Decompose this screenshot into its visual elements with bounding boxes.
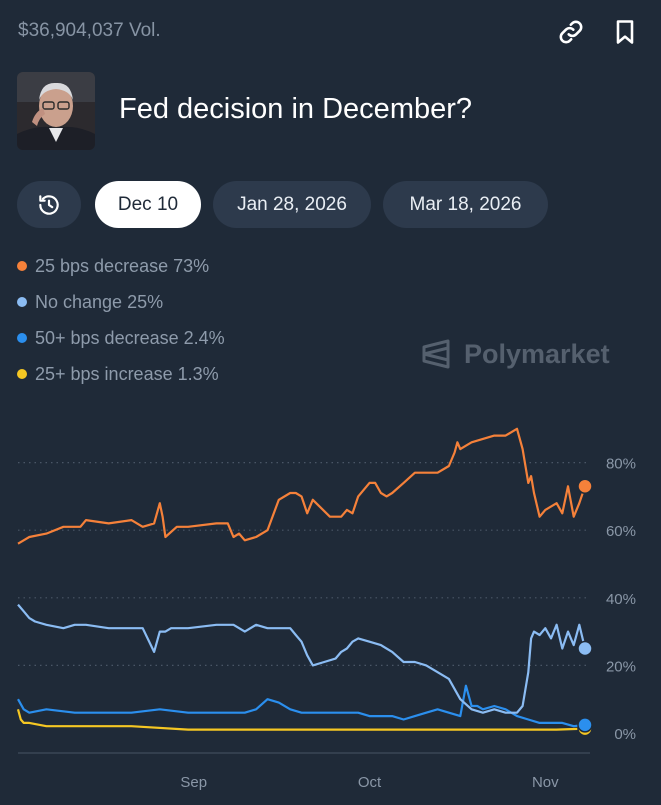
legend-dot — [17, 369, 27, 379]
history-icon — [39, 194, 59, 215]
market-avatar — [17, 72, 95, 150]
series-line-no-change — [17, 603, 587, 714]
watermark-text: Polymarket — [464, 338, 610, 369]
series-end-marker — [577, 717, 593, 733]
y-tick-label: 80% — [606, 456, 636, 473]
legend-dot — [17, 261, 27, 271]
legend-label: No change 25% — [35, 291, 164, 312]
tab-jan-28-2026[interactable]: Jan 28, 2026 — [213, 181, 371, 228]
series-line-25-bps-decrease — [17, 427, 587, 545]
y-tick-label: 0% — [614, 726, 636, 743]
series-line-50-bps-decrease — [17, 684, 586, 728]
legend-label: 25 bps decrease 73% — [35, 255, 210, 276]
y-tick-label: 40% — [606, 591, 636, 608]
chart-legend: 25 bps decrease 73% No change 25% 50+ bp… — [17, 248, 225, 392]
legend-item: No change 25% — [17, 284, 225, 320]
y-tick-label: 60% — [606, 523, 636, 540]
polymarket-watermark: Polymarket — [420, 338, 610, 370]
polymarket-logo-icon — [422, 339, 450, 369]
x-tick-label: Oct — [358, 774, 382, 791]
market-title: Fed decision in December? — [119, 93, 473, 125]
legend-dot — [17, 333, 27, 343]
series-end-marker — [577, 478, 593, 495]
x-tick-label: Sep — [180, 774, 207, 791]
y-tick-label: 20% — [606, 658, 636, 675]
tab-mar-18-2026[interactable]: Mar 18, 2026 — [383, 181, 548, 228]
history-button[interactable] — [17, 181, 81, 228]
legend-item: 25+ bps increase 1.3% — [17, 356, 225, 392]
legend-label: 50+ bps decrease 2.4% — [35, 327, 225, 348]
legend-item: 25 bps decrease 73% — [17, 248, 225, 284]
tab-dec-10[interactable]: Dec 10 — [95, 181, 201, 228]
legend-label: 25+ bps increase 1.3% — [35, 363, 219, 384]
bookmark-icon[interactable] — [611, 18, 639, 46]
link-icon[interactable] — [557, 18, 585, 46]
legend-dot — [17, 297, 27, 307]
volume-label: $36,904,037 Vol. — [18, 20, 161, 41]
legend-item: 50+ bps decrease 2.4% — [17, 320, 225, 356]
series-end-marker — [577, 640, 593, 657]
series-line-25-bps-increase — [16, 709, 586, 731]
x-tick-label: Nov — [532, 774, 559, 791]
